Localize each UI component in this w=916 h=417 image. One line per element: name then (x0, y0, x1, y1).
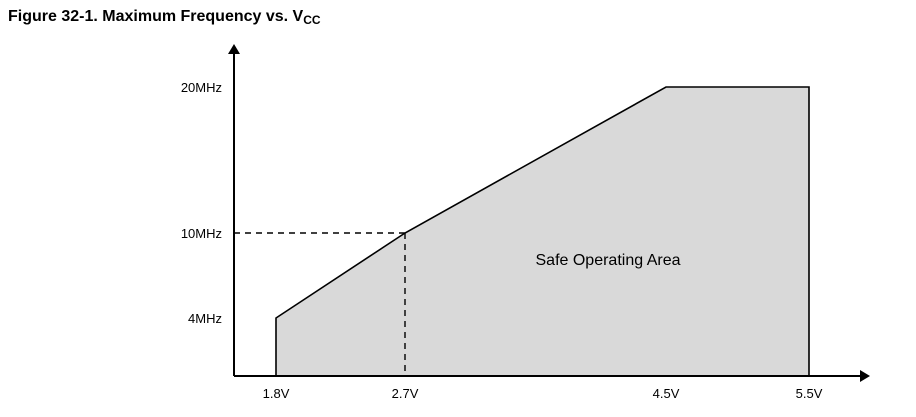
figure-title-subscript: CC (303, 13, 321, 27)
x-tick-label: 4.5V (653, 386, 680, 401)
x-tick-label: 5.5V (796, 386, 823, 401)
x-tick-label: 2.7V (392, 386, 419, 401)
y-tick-label: 10MHz (181, 226, 222, 241)
region-label: Safe Operating Area (536, 252, 681, 269)
x-axis-arrow (860, 370, 870, 382)
figure-title: Figure 32-1. Maximum Frequency vs. VCC (8, 8, 321, 27)
plot-layer: 4MHz 10MHz 20MHz 1.8V 2.7V 4.5V 5.5V Safe Opera… (181, 44, 870, 401)
safe-operating-area (275, 86, 810, 377)
y-tick-label: 20MHz (181, 80, 222, 95)
x-tick-label: 1.8V (263, 386, 290, 401)
y-tick-label: 4MHz (188, 311, 222, 326)
figure-label: Figure 32-1. (8, 8, 98, 25)
figure-title-text: Maximum Frequency vs. V (102, 8, 304, 25)
y-axis-arrow (228, 44, 240, 54)
